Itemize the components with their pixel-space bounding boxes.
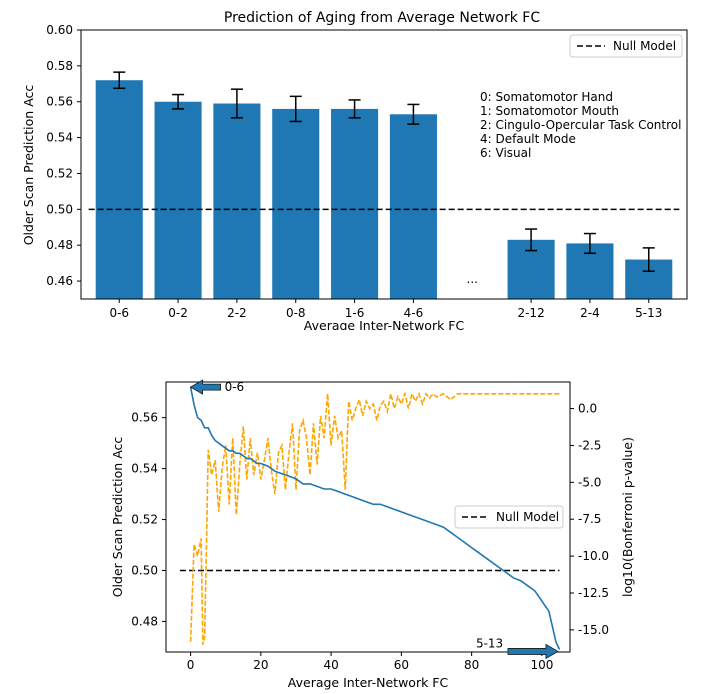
error-bar-2-2 [230, 88, 243, 119]
bar-1-6 [331, 108, 379, 299]
plot-frame [165, 381, 571, 653]
y-tick-label: 0.52 [46, 166, 73, 180]
y-tick-label: 0.54 [131, 462, 158, 476]
x-tick-label: 4-6 [404, 306, 424, 320]
x-tick-label: 20 [253, 658, 268, 672]
error-bar-4-6 [407, 103, 420, 125]
bar-4-6 [389, 114, 437, 299]
x-tick-label: 60 [394, 658, 409, 672]
legend-label: Null Model [613, 39, 676, 53]
y-tick-label: 0.56 [46, 95, 73, 109]
legend: Null Model [569, 34, 683, 58]
plot-frame [80, 29, 688, 300]
annotation-arrow-5-13 [507, 643, 559, 660]
y-right-tick-label: -7.5 [578, 512, 601, 526]
y-tick-label: 0.50 [131, 563, 158, 577]
error-bar-1-6 [348, 99, 361, 119]
legend: Null Model [454, 505, 564, 529]
y-right-tick-label: 0.0 [578, 402, 597, 416]
annotation-label: 0-6 [225, 380, 245, 394]
network-key-line: 2: Cingulo-Opercular Task Control [480, 118, 681, 132]
y-tick-label: 0.56 [131, 411, 158, 425]
y-right-tick-label: -12.5 [578, 586, 609, 600]
x-tick-label: 80 [464, 658, 479, 672]
y-tick-label: 0.54 [46, 131, 73, 145]
bar-0-2 [154, 101, 202, 299]
y-tick-label: 0.48 [46, 238, 73, 252]
y-tick-label: 0.58 [46, 59, 73, 73]
error-bar-2-12 [525, 228, 538, 252]
y-right-tick-label: -2.5 [578, 438, 601, 452]
annotation-arrow-0-6 [189, 379, 221, 395]
y-right-tick-label: -15.0 [578, 623, 609, 637]
bar-2-2 [213, 103, 261, 299]
network-key-line: 6: Visual [480, 146, 531, 160]
network-key-line: 1: Somatomotor Mouth [480, 104, 619, 118]
y-axis-label: Older Scan Prediction Acc [21, 85, 36, 246]
x-tick-label: 2-2 [227, 306, 247, 320]
x-tick-label: 2-12 [517, 306, 544, 320]
x-tick-label: 100 [530, 658, 553, 672]
line-chart: 0.48 0.50 0.52 0.54 0.56 -15.0 -12.5 -10.0 -7.5… [110, 379, 635, 690]
y-right-tick-label: -5.0 [578, 475, 601, 489]
x-axis-label: Average Inter-Network FC [288, 675, 449, 690]
y-right-tick-label: -10.0 [578, 549, 609, 563]
x-tick-label: 0-8 [286, 306, 306, 320]
accuracy-series-line [189, 386, 561, 650]
y-axis-label: Older Scan Prediction Acc [110, 437, 125, 598]
y-tick-label: 0.60 [46, 23, 73, 37]
bar-0-6 [95, 80, 143, 299]
legend-label: Null Model [496, 510, 559, 524]
x-tick-label: 0-6 [109, 306, 129, 320]
y-tick-label: 0.52 [131, 513, 158, 527]
pvalue-series-line [189, 390, 560, 645]
bar-0-8 [272, 108, 320, 299]
x-tick-label: 5-13 [635, 306, 662, 320]
ellipsis-label: ... [467, 272, 478, 286]
y-tick-label: 0.48 [131, 614, 158, 628]
x-axis-label: Average Inter-Network FC [304, 318, 465, 330]
x-tick-label: 40 [323, 658, 338, 672]
error-bar-5-13 [642, 247, 655, 272]
x-tick-label: 1-6 [345, 306, 365, 320]
x-tick-label: 0 [187, 658, 195, 672]
y-tick-label: 0.46 [46, 274, 73, 288]
chart-title: Prediction of Aging from Average Network… [224, 10, 540, 26]
x-tick-label: 0-2 [168, 306, 188, 320]
error-bar-0-2 [172, 93, 185, 110]
network-key-line: 4: Default Mode [480, 132, 576, 146]
error-bar-0-8 [289, 95, 302, 123]
y-axis-label-right: log10(Bonferroni p-value) [620, 437, 635, 597]
bar-chart: Prediction of Aging from Average Network… [21, 10, 688, 330]
y-tick-label: 0.50 [46, 202, 73, 216]
network-key-line: 0: Somatomotor Hand [480, 90, 613, 104]
error-bar-0-6 [113, 71, 126, 90]
error-bar-2-4 [583, 232, 596, 255]
annotation-label: 5-13 [476, 636, 503, 650]
x-tick-label: 2-4 [580, 306, 600, 320]
